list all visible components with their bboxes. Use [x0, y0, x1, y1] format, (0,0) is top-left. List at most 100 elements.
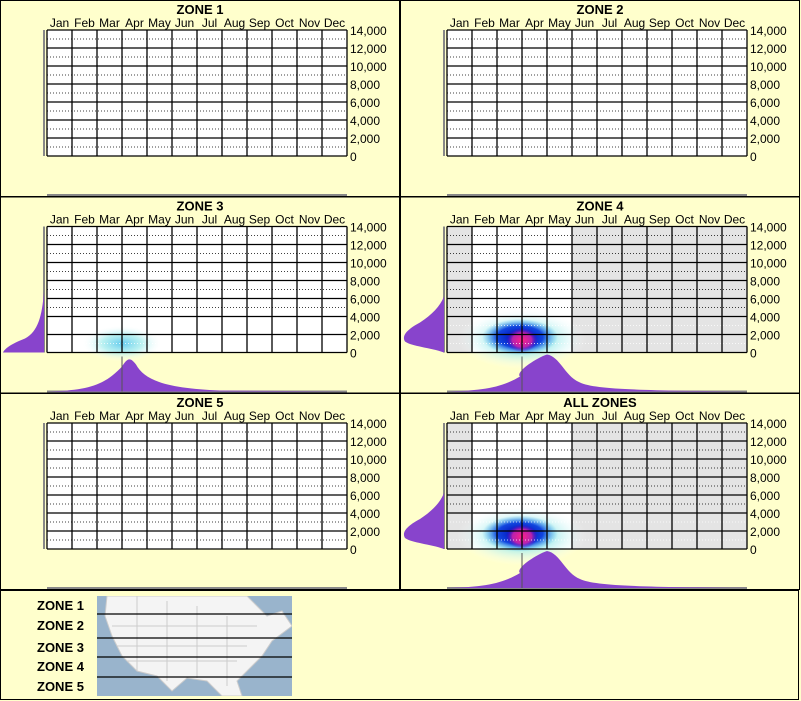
month-label: Jan	[450, 409, 469, 423]
legend-zone-2: ZONE 2	[37, 618, 84, 633]
month-label: Oct	[275, 16, 294, 30]
month-label: Apr	[525, 213, 544, 227]
panel-zone-3: ZONE 3 Jan Feb Mar Apr May Jun Jul Aug Sep Oct Nov D…	[0, 196, 400, 394]
panel-title: ALL ZONES	[563, 395, 637, 410]
month-label: May	[548, 16, 571, 30]
panel-title: ZONE 4	[577, 199, 625, 214]
month-label: Oct	[675, 16, 694, 30]
elevation-density	[3, 291, 44, 353]
y-tick-label: 0	[750, 150, 757, 164]
month-label: Nov	[299, 16, 320, 30]
y-tick-label: 0	[350, 150, 357, 164]
y-tick-label: 2,000	[750, 525, 780, 539]
legend-zone-4: ZONE 4	[37, 659, 84, 674]
y-tick-label: 6,000	[350, 489, 380, 503]
month-label: Mar	[99, 16, 120, 30]
month-label: Nov	[299, 409, 320, 423]
zone-map	[97, 596, 292, 696]
y-tick-label: 0	[750, 543, 757, 557]
month-label: Jan	[50, 16, 69, 30]
y-tick-label: 4,000	[350, 311, 380, 325]
y-tick-label: 2,000	[350, 525, 380, 539]
month-label: Jun	[575, 213, 594, 227]
month-label: Oct	[275, 409, 294, 423]
y-tick-label: 12,000	[750, 42, 787, 56]
y-tick-label: 8,000	[350, 78, 380, 92]
month-label: Feb	[74, 16, 95, 30]
month-label: Jul	[602, 409, 617, 423]
month-label: May	[148, 16, 171, 30]
month-label: Nov	[299, 213, 320, 227]
month-label: Oct	[675, 409, 694, 423]
month-label: Feb	[474, 409, 495, 423]
legend-zone-3: ZONE 3	[37, 640, 84, 655]
elevation-density	[403, 296, 444, 353]
month-label: Sep	[649, 409, 671, 423]
month-label: Jul	[202, 409, 217, 423]
y-tick-label: 10,000	[350, 453, 387, 467]
month-label: May	[148, 213, 171, 227]
legend-zone-5: ZONE 5	[37, 679, 84, 694]
panel-title: ZONE 1	[177, 2, 224, 17]
y-tick-label: 2,000	[750, 329, 780, 343]
month-label: Sep	[649, 213, 671, 227]
y-tick-label: 4,000	[350, 507, 380, 521]
elevation-density	[403, 493, 444, 549]
panels: ZONE 1 Jan Feb Mar Apr May Jun Jul Aug Sep Oct Nov D…	[0, 0, 800, 590]
panel-zone-2: ZONE 2 Jan Feb Mar Apr May Jun Jul Aug Sep Oct Nov D…	[400, 0, 800, 197]
y-tick-label: 6,000	[750, 293, 780, 307]
y-tick-label: 4,000	[750, 311, 780, 325]
month-label: Nov	[699, 409, 720, 423]
y-tick-label: 6,000	[350, 293, 380, 307]
month-label: Jul	[202, 213, 217, 227]
month-label: Mar	[99, 409, 120, 423]
month-label: Feb	[474, 16, 495, 30]
month-label: Aug	[224, 409, 245, 423]
month-label: May	[548, 213, 571, 227]
month-label: Sep	[649, 16, 671, 30]
month-label: Jan	[50, 213, 69, 227]
month-label: Apr	[525, 409, 544, 423]
map-borders	[112, 596, 257, 686]
y-tick-label: 12,000	[350, 239, 387, 253]
month-label: Apr	[125, 16, 144, 30]
y-tick-label: 2,000	[350, 329, 380, 343]
month-label: Oct	[275, 213, 294, 227]
month-label: Jan	[450, 16, 469, 30]
panel-zone-1: ZONE 1 Jan Feb Mar Apr May Jun Jul Aug Sep Oct Nov D…	[0, 0, 400, 197]
y-tick-label: 12,000	[350, 42, 387, 56]
month-label: Aug	[224, 213, 245, 227]
month-label: Jun	[175, 16, 194, 30]
month-label: Jan	[50, 409, 69, 423]
y-tick-label: 8,000	[750, 275, 780, 289]
panel-title: ZONE 5	[177, 395, 224, 410]
month-label: Apr	[525, 16, 544, 30]
y-tick-label: 14,000	[750, 417, 787, 431]
month-label: Sep	[249, 213, 271, 227]
y-tick-label: 4,000	[750, 114, 780, 128]
month-label: Apr	[125, 213, 144, 227]
month-label: May	[548, 409, 571, 423]
month-label: Nov	[699, 213, 720, 227]
month-label: Jun	[175, 409, 194, 423]
y-tick-label: 10,000	[750, 257, 787, 271]
month-label: Nov	[699, 16, 720, 30]
y-tick-label: 8,000	[750, 78, 780, 92]
y-tick-label: 2,000	[750, 132, 780, 146]
month-label: Mar	[99, 213, 120, 227]
month-label: Feb	[74, 213, 95, 227]
month-label: Aug	[224, 16, 245, 30]
month-label: Jul	[602, 213, 617, 227]
y-tick-label: 0	[750, 347, 757, 361]
y-tick-label: 2,000	[350, 132, 380, 146]
y-tick-label: 6,000	[750, 96, 780, 110]
month-label: Apr	[125, 409, 144, 423]
month-label: Mar	[499, 409, 520, 423]
month-label: Mar	[499, 16, 520, 30]
y-tick-label: 10,000	[350, 257, 387, 271]
month-label: Dec	[324, 213, 345, 227]
y-tick-label: 14,000	[350, 417, 387, 431]
panel-title: ZONE 2	[577, 2, 624, 17]
y-tick-label: 10,000	[750, 60, 787, 74]
